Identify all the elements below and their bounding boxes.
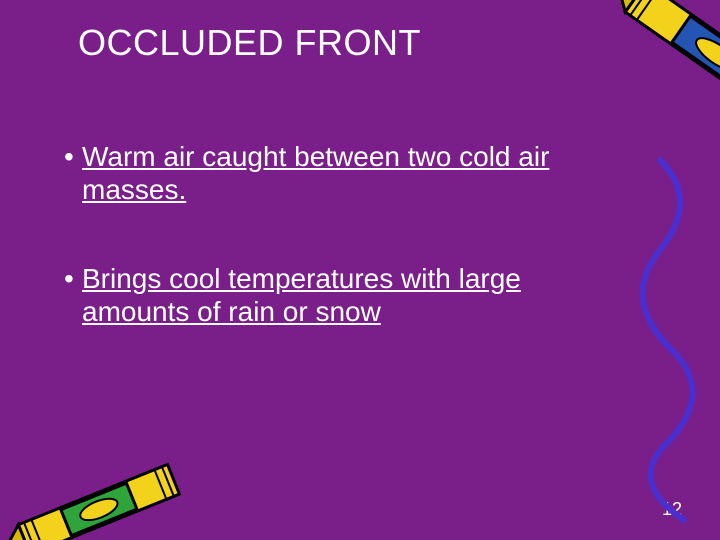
slide: OCCLUDED FRONT Warm air caught between t…	[0, 0, 720, 540]
squiggle-icon	[0, 0, 720, 540]
